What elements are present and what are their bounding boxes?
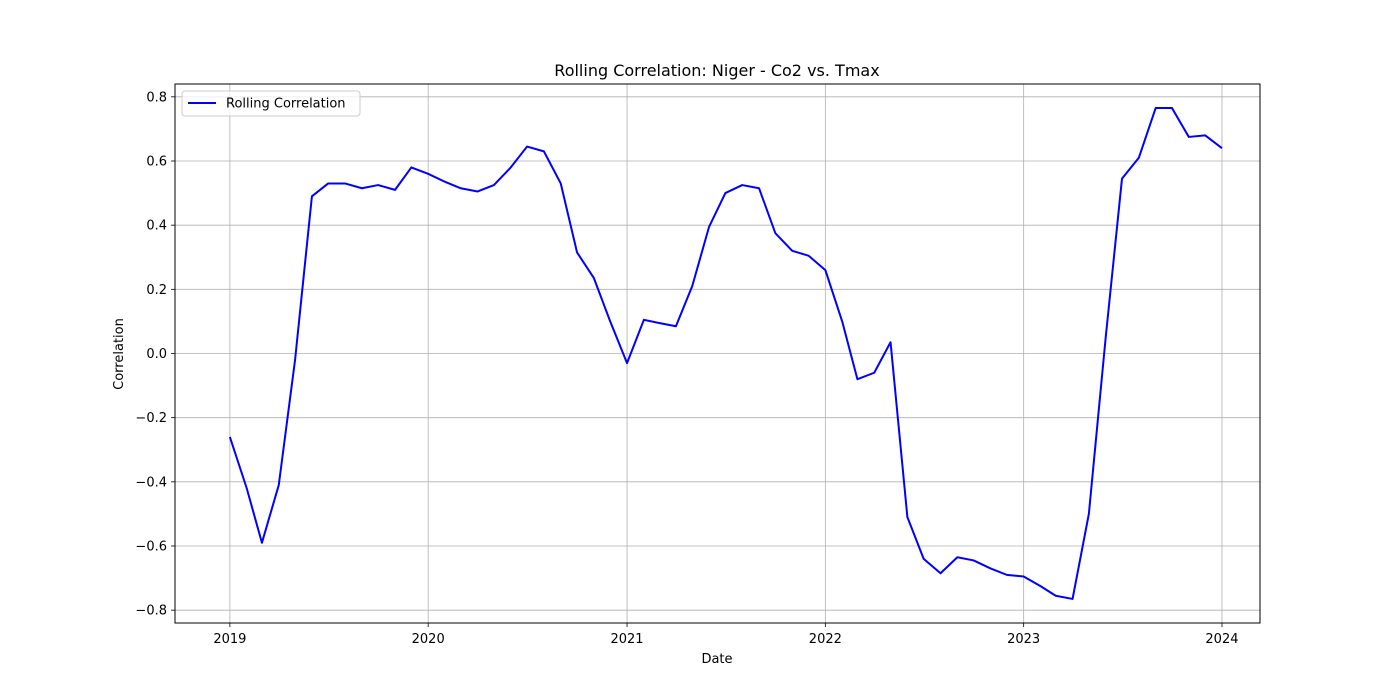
chart-title: Rolling Correlation: Niger - Co2 vs. Tma… xyxy=(554,61,879,80)
y-tick-label: 0.2 xyxy=(146,283,167,298)
legend: Rolling Correlation xyxy=(181,90,361,117)
y-axis: −0.8 −0.6 −0.4 −0.2 0.0 0.2 0.4 0.6 0.8 xyxy=(135,90,175,619)
x-tick-label: 2019 xyxy=(213,632,246,647)
y-tick-label: −0.2 xyxy=(135,411,167,426)
y-tick-label: −0.8 xyxy=(135,604,167,619)
x-tick-label: 2021 xyxy=(610,632,643,647)
x-axis-label: Date xyxy=(701,652,732,667)
x-tick-label: 2020 xyxy=(412,632,445,647)
y-tick-label: −0.4 xyxy=(135,475,167,490)
legend-label: Rolling Correlation xyxy=(226,97,346,112)
y-tick-label: 0.6 xyxy=(146,155,167,170)
x-axis: 2019 2020 2021 2022 2023 2024 xyxy=(213,623,1239,647)
y-tick-label: 0.0 xyxy=(146,347,167,362)
y-axis-label: Correlation xyxy=(112,318,127,390)
x-tick-label: 2022 xyxy=(809,632,842,647)
y-tick-label: 0.4 xyxy=(146,219,167,234)
legend-box xyxy=(181,90,361,117)
x-tick-label: 2023 xyxy=(1007,632,1040,647)
x-tick-label: 2024 xyxy=(1205,632,1238,647)
y-tick-label: 0.8 xyxy=(146,90,167,105)
series-layer xyxy=(228,107,1223,600)
series-line-0 xyxy=(228,107,1223,600)
grid xyxy=(175,84,1260,623)
y-tick-label: −0.6 xyxy=(135,540,167,555)
